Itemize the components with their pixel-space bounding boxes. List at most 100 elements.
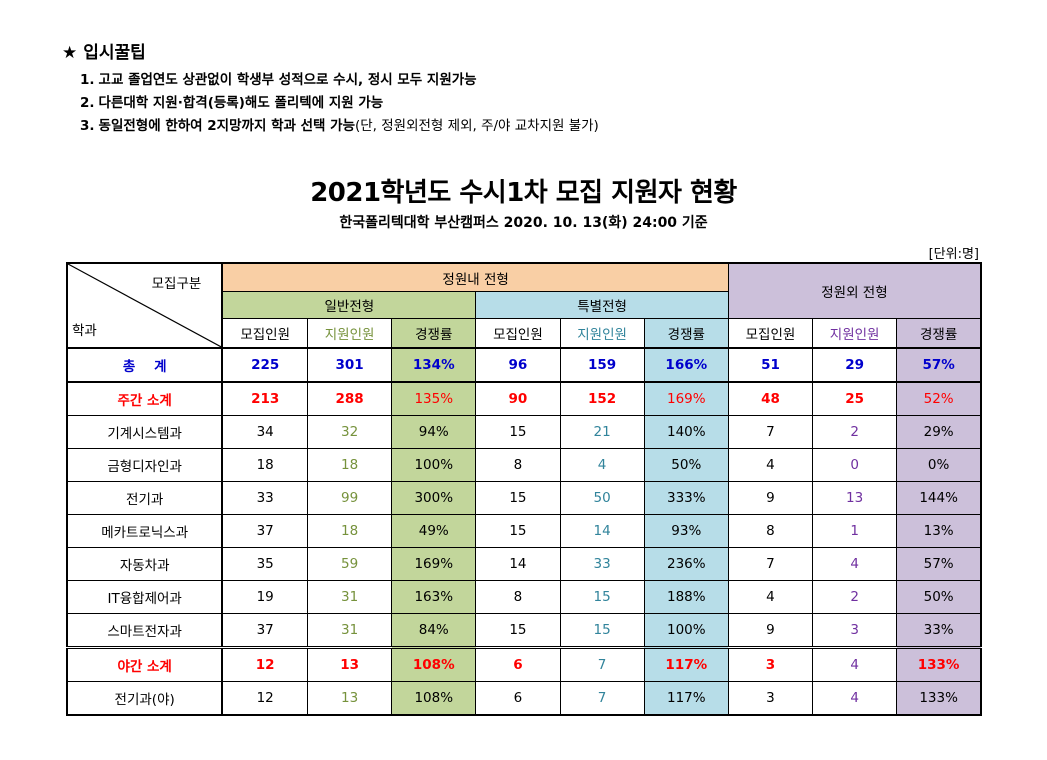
row-label: 총 계 [66, 347, 224, 383]
cell-ratio-out: 29% [896, 415, 982, 449]
cell-ratio-general: 108% [391, 681, 477, 716]
cell-applicants-out: 2 [812, 415, 898, 449]
cell-applicants-out: 4 [812, 646, 898, 682]
cell-ratio-special: 188% [643, 580, 729, 614]
cell-quota-out: 7 [727, 415, 814, 449]
cell-quota-special: 15 [475, 514, 561, 548]
cell-ratio-out: 144% [896, 481, 982, 515]
cell-applicants-general: 31 [306, 613, 393, 648]
cell-quota-general: 225 [221, 347, 309, 383]
cell-applicants-out: 0 [812, 448, 898, 482]
cell-quota-general: 37 [221, 514, 309, 548]
cell-applicants-special: 152 [559, 381, 645, 416]
page-subtitle: 한국폴리텍대학 부산캠퍼스 2020. 10. 13(화) 24:00 기준 [339, 215, 708, 231]
cell-applicants-general: 18 [306, 448, 393, 482]
cell-applicants-general: 13 [306, 681, 393, 716]
cell-applicants-out: 4 [812, 681, 898, 716]
row-label: 금형디자인과 [66, 448, 224, 482]
cell-quota-special: 14 [475, 547, 561, 581]
cell-quota-out: 3 [727, 646, 814, 682]
row-label: 주간 소계 [66, 381, 224, 416]
cell-ratio-general: 108% [391, 646, 477, 682]
cell-applicants-general: 18 [306, 514, 393, 548]
cell-applicants-out: 29 [812, 347, 898, 383]
cell-applicants-special: 7 [559, 681, 645, 716]
corner-header: 모집구분 학과 [66, 262, 224, 349]
cell-quota-special: 15 [475, 481, 561, 515]
col-applicants-special: 지원인원 [559, 318, 645, 349]
cell-quota-out: 4 [727, 448, 814, 482]
cell-applicants-special: 14 [559, 514, 645, 548]
cell-ratio-special: 166% [643, 347, 729, 383]
cell-ratio-special: 333% [643, 481, 729, 515]
table-row: IT융합제어과 19 31 163% 8 15 188% 4 2 50% [66, 580, 982, 614]
table-row: 메카트로닉스과 37 18 49% 15 14 93% 8 1 13% [66, 514, 982, 548]
header-in-quota: 정원내 전형 [221, 262, 729, 292]
tip-item-3: 3. 동일전형에 한하여 2지망까지 학과 선택 가능(단, 정원외전형 제외, … [80, 118, 599, 134]
col-ratio-special: 경쟁률 [643, 318, 729, 349]
cell-quota-out: 3 [727, 681, 814, 716]
cell-quota-general: 12 [221, 646, 309, 682]
cell-ratio-special: 169% [643, 381, 729, 416]
cell-applicants-out: 4 [812, 547, 898, 581]
unit-label: [단위:명] [928, 247, 979, 262]
cell-quota-general: 33 [221, 481, 309, 515]
cell-quota-general: 19 [221, 580, 309, 614]
table-row: 총 계 225 301 134% 96 159 166% 51 29 57% [66, 347, 982, 383]
cell-quota-general: 35 [221, 547, 309, 581]
cell-quota-special: 6 [475, 681, 561, 716]
corner-label-category: 모집구분 [151, 276, 202, 292]
cell-quota-special: 96 [475, 347, 561, 383]
cell-applicants-general: 59 [306, 547, 393, 581]
cell-ratio-general: 49% [391, 514, 477, 548]
cell-ratio-out: 57% [896, 347, 982, 383]
cell-quota-special: 90 [475, 381, 561, 416]
cell-ratio-special: 236% [643, 547, 729, 581]
cell-quota-general: 18 [221, 448, 309, 482]
cell-applicants-general: 301 [306, 347, 393, 383]
applicant-table: 모집구분 학과 정원내 전형 정원외 전형 일반전형 특별전형 모집인원 지원인… [66, 262, 982, 716]
col-quota-out: 모집인원 [727, 318, 814, 349]
header-out-quota: 정원외 전형 [727, 262, 982, 319]
corner-label-dept: 학과 [72, 323, 97, 339]
col-quota-special: 모집인원 [475, 318, 561, 349]
cell-applicants-general: 13 [306, 646, 393, 682]
cell-applicants-special: 15 [559, 580, 645, 614]
cell-applicants-special: 33 [559, 547, 645, 581]
cell-quota-special: 15 [475, 415, 561, 449]
cell-quota-out: 51 [727, 347, 814, 383]
cell-quota-special: 6 [475, 646, 561, 682]
page-title: 2021학년도 수시1차 모집 지원자 현황 [310, 178, 737, 208]
tips-section: ★ 입시꿀팁 1. 고교 졸업연도 상관없이 학생부 성적으로 수시, 정시 모두 … [62, 38, 599, 138]
cell-ratio-special: 93% [643, 514, 729, 548]
cell-applicants-special: 50 [559, 481, 645, 515]
row-label: 스마트전자과 [66, 613, 224, 648]
table-row: 주간 소계 213 288 135% 90 152 169% 48 25 52% [66, 381, 982, 416]
cell-applicants-special: 15 [559, 613, 645, 648]
cell-applicants-special: 21 [559, 415, 645, 449]
cell-applicants-out: 1 [812, 514, 898, 548]
cell-quota-out: 4 [727, 580, 814, 614]
cell-quota-out: 9 [727, 481, 814, 515]
cell-applicants-general: 99 [306, 481, 393, 515]
cell-ratio-out: 133% [896, 681, 982, 716]
row-label: 전기과 [66, 481, 224, 515]
cell-applicants-out: 2 [812, 580, 898, 614]
col-ratio-out: 경쟁률 [896, 318, 982, 349]
col-ratio-general: 경쟁률 [391, 318, 477, 349]
row-label: 전기과(야) [66, 681, 224, 716]
row-label: 기계시스템과 [66, 415, 224, 449]
cell-quota-out: 9 [727, 613, 814, 648]
table-row: 금형디자인과 18 18 100% 8 4 50% 4 0 0% [66, 448, 982, 482]
cell-ratio-general: 100% [391, 448, 477, 482]
row-label: 자동차과 [66, 547, 224, 581]
cell-quota-special: 8 [475, 580, 561, 614]
header-general: 일반전형 [221, 291, 477, 319]
cell-ratio-special: 117% [643, 681, 729, 716]
cell-ratio-general: 84% [391, 613, 477, 648]
cell-ratio-general: 163% [391, 580, 477, 614]
row-label: IT융합제어과 [66, 580, 224, 614]
diagonal-line [68, 264, 221, 347]
tips-title: ★ 입시꿀팁 [62, 43, 146, 63]
tip-item-2: 2. 다른대학 지원·합격(등록)해도 폴리텍에 지원 가능 [80, 95, 384, 111]
